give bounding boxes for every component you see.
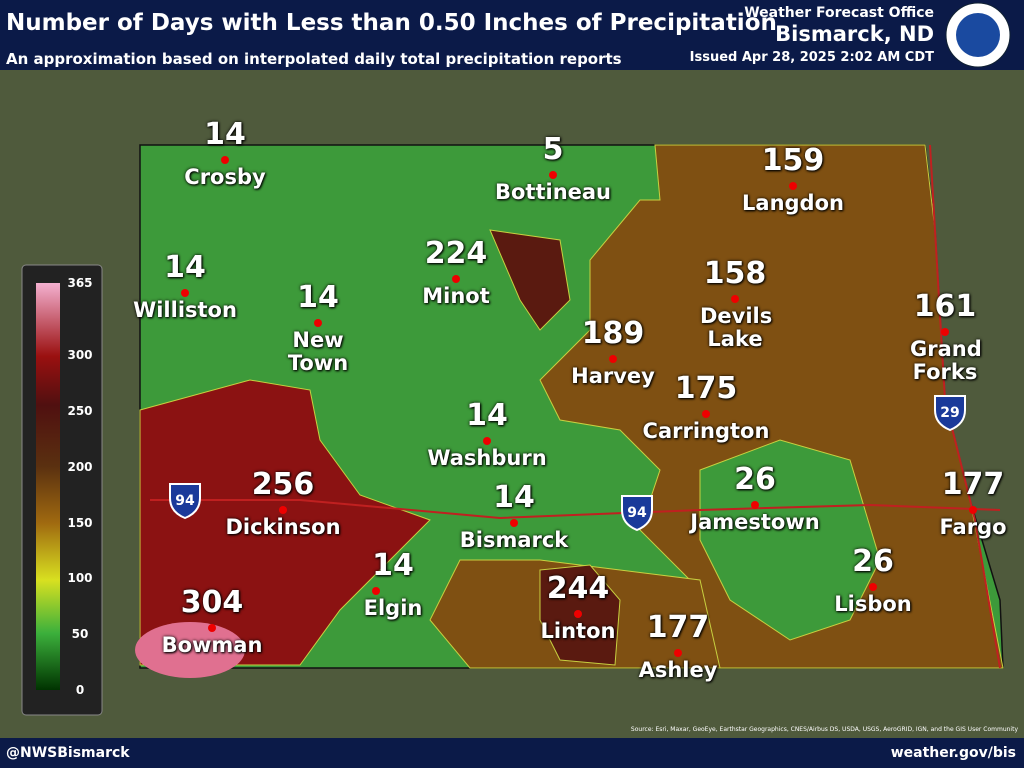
city-value: 177 <box>646 610 710 645</box>
city-name: Linton <box>540 619 616 643</box>
city-name: Ashley <box>638 658 718 682</box>
legend-colorbar <box>36 283 60 690</box>
city-value: 14 <box>372 548 414 583</box>
city-name: Fargo <box>939 515 1007 539</box>
city-dot <box>452 275 460 283</box>
city-value: 14 <box>466 398 508 433</box>
city-name: Harvey <box>571 364 655 388</box>
city-name: Dickinson <box>225 515 341 539</box>
green-region <box>699 439 881 641</box>
city-dot <box>574 610 582 618</box>
city-dot <box>609 355 617 363</box>
city-value: 14 <box>493 480 535 515</box>
city-name: Williston <box>133 298 237 322</box>
city-value: 304 <box>180 585 244 620</box>
city-dot <box>483 437 491 445</box>
interstate-label: 94 <box>627 505 647 521</box>
legend-tick-label: 150 <box>67 515 93 530</box>
city-name: Bismarck <box>459 528 569 552</box>
city-value: 158 <box>703 256 767 291</box>
city-value: 256 <box>251 467 315 502</box>
office: Weather Forecast Office <box>744 5 934 21</box>
city-dot <box>969 506 977 514</box>
header-bar <box>0 0 1024 70</box>
legend-tick-label: 50 <box>71 627 89 642</box>
pink-region <box>135 622 245 678</box>
issued: Issued Apr 28, 2025 2:02 AM CDT <box>689 50 934 65</box>
city-dot <box>181 289 189 297</box>
nws-logo-inner <box>956 13 1000 57</box>
city-dot <box>279 506 287 514</box>
legend-tick-label: 100 <box>67 571 93 586</box>
city-name: Minot <box>422 284 490 308</box>
city-value: 5 <box>542 132 564 167</box>
city-dot <box>731 295 739 303</box>
city-name: Grand Forks <box>910 337 982 385</box>
city-name: Devils Lake <box>700 304 773 352</box>
city-name: New Town <box>287 328 349 376</box>
city-value: 175 <box>674 371 738 406</box>
source: Source: Esri, Maxar, GeoEye, Earthstar G… <box>630 726 1018 733</box>
city-name: Bowman <box>161 633 263 657</box>
city-name: Langdon <box>742 191 844 215</box>
city-name: Lisbon <box>834 592 912 616</box>
city-name: Washburn <box>427 446 547 470</box>
interstate-label: 94 <box>175 493 195 509</box>
city-name: Crosby <box>184 165 266 189</box>
footer-left: @NWSBismarck <box>6 745 130 761</box>
city-value: 161 <box>913 289 977 324</box>
city-name: Bottineau <box>494 180 612 204</box>
city-name: Elgin <box>363 596 423 620</box>
city-value: 14 <box>204 117 246 152</box>
city-value: 14 <box>164 250 206 285</box>
city-dot <box>510 519 518 527</box>
legend-box <box>21 264 103 716</box>
legend-tick-label: 300 <box>67 348 93 363</box>
legend-tick-label: 250 <box>67 404 93 419</box>
subtitle: An approximation based on interpolated d… <box>6 50 622 68</box>
interstate-shield <box>621 495 653 532</box>
city-value: 224 <box>424 236 488 271</box>
city-name: Jamestown <box>690 510 820 534</box>
city-dot <box>372 587 380 595</box>
city-dot <box>221 156 229 164</box>
interstate-shield <box>169 483 201 520</box>
city-value: 26 <box>852 544 894 579</box>
city-dot <box>549 171 557 179</box>
interstate-label: 29 <box>940 405 960 421</box>
legend-tick-label: 365 <box>67 276 93 290</box>
title: Number of Days with Less than 0.50 Inche… <box>6 10 777 36</box>
city-value: 244 <box>546 571 610 606</box>
city-dot <box>208 624 216 632</box>
city-value: 159 <box>761 143 825 178</box>
legend-tick-label: 200 <box>67 459 93 474</box>
maroon-region <box>489 229 571 331</box>
city-value: 177 <box>941 467 1005 502</box>
city-value: 189 <box>581 316 645 351</box>
city-dot <box>789 182 797 190</box>
location: Bismarck, ND <box>775 22 934 46</box>
city-dot <box>702 410 710 418</box>
interstate-shield <box>934 395 966 432</box>
city-dot <box>674 649 682 657</box>
city-name: Carrington <box>642 419 770 443</box>
interstate-line <box>929 144 1001 669</box>
red-region <box>139 379 431 666</box>
interstate-line <box>150 499 1001 520</box>
city-dot <box>941 328 949 336</box>
city-dot <box>751 501 759 509</box>
city-dot <box>314 319 322 327</box>
city-value: 26 <box>734 462 776 497</box>
footer-bar <box>0 738 1024 768</box>
city-value: 14 <box>297 280 339 315</box>
legend-tick-label: 0 <box>75 683 85 697</box>
footer-right: weather.gov/bis <box>890 745 1016 761</box>
city-dot <box>869 583 877 591</box>
